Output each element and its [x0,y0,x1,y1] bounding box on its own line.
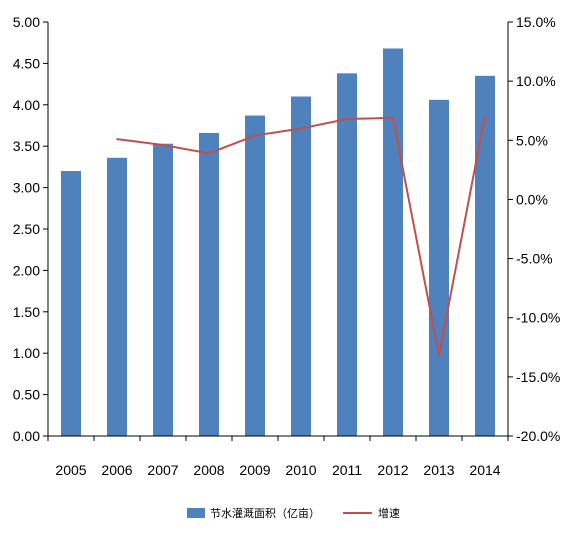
legend-bar-swatch [187,508,205,518]
left-tick-label: 4.50 [13,55,40,71]
right-tick-label: -10.0% [516,310,560,326]
line-point-2013 [438,354,440,357]
bar-2007 [153,143,173,436]
left-tick-label: 2.50 [13,221,40,237]
x-tick-label: 2005 [55,462,86,478]
x-tick-label: 2006 [101,462,132,478]
left-tick-label: 2.00 [13,262,40,278]
right-axis-ticks: -20.0% -15.0% -10.0% -5.0% 0.0% 5.0% 10.0% 15.0… [508,14,560,444]
bar-2006 [107,157,127,437]
bar-2012 [383,48,403,436]
left-tick-label: 5.00 [13,14,40,30]
legend: 节水灌溉面积（亿亩） 增速 [187,506,400,520]
x-axis-ticks: 2005 2006 2007 2008 2009 2010 2011 2012 2013 2014 [47,436,509,478]
line-series [116,114,486,357]
right-tick-label: -20.0% [516,428,560,444]
x-tick-label: 2011 [332,462,362,478]
legend-line-label: 增速 [378,506,400,520]
bar-2009 [245,115,265,437]
bar-2011 [337,73,357,436]
line-point-2014 [484,114,486,117]
left-tick-label: 3.00 [13,180,40,196]
right-tick-label: 0.0% [516,191,548,207]
line-point-2007 [162,144,164,146]
left-tick-label: 0.50 [13,387,40,403]
line-point-2009 [254,134,256,137]
x-tick-label: 2007 [147,462,178,478]
line-point-2008 [208,152,210,155]
bar-2008 [199,132,219,436]
left-tick-label: 1.50 [13,304,40,320]
left-tick-label: 3.50 [13,138,40,154]
right-tick-label: -5.0% [516,251,553,267]
line-point-2012 [392,117,394,119]
x-tick-label: 2009 [239,462,270,478]
right-tick-label: 5.0% [516,132,548,148]
left-axis-ticks: 0.00 0.50 1.00 1.50 2.00 2.50 3.00 3.50 4.00 4.50… [13,14,48,444]
x-tick-label: 2013 [423,462,454,478]
right-tick-label: 10.0% [516,73,556,89]
line-point-2006 [116,138,118,140]
x-tick-label: 2012 [377,462,408,478]
line-point-2011 [346,118,348,120]
bar-2014 [475,75,495,436]
right-tick-label: -15.0% [516,369,560,385]
left-tick-label: 0.00 [13,428,40,444]
x-tick-label: 2010 [285,462,316,478]
x-tick-label: 2008 [193,462,224,478]
legend-bar-label: 节水灌溉面积（亿亩） [210,506,320,520]
left-tick-label: 1.00 [13,345,40,361]
line-point-2010 [300,127,302,130]
x-tick-label: 2014 [469,462,500,478]
left-tick-label: 4.00 [13,97,40,113]
bar-2013 [429,99,449,436]
bar-series [61,48,495,437]
bar-2005 [61,171,81,437]
bar-2010 [291,96,311,437]
right-tick-label: 15.0% [516,14,556,30]
